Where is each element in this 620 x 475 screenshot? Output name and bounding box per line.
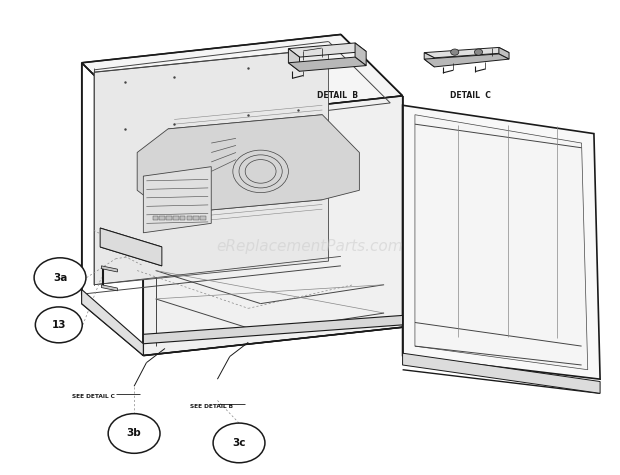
Text: 13: 13 bbox=[51, 320, 66, 330]
Polygon shape bbox=[102, 285, 117, 291]
Polygon shape bbox=[82, 35, 402, 124]
Polygon shape bbox=[288, 43, 366, 57]
Polygon shape bbox=[153, 216, 158, 219]
Polygon shape bbox=[143, 167, 211, 233]
Circle shape bbox=[474, 49, 482, 55]
Circle shape bbox=[108, 414, 160, 453]
Polygon shape bbox=[82, 289, 143, 356]
Polygon shape bbox=[187, 216, 192, 219]
Polygon shape bbox=[424, 48, 509, 58]
Polygon shape bbox=[200, 216, 206, 219]
Circle shape bbox=[213, 423, 265, 463]
Polygon shape bbox=[424, 54, 509, 67]
Circle shape bbox=[35, 307, 82, 343]
Text: DETAIL  B: DETAIL B bbox=[317, 91, 358, 100]
Polygon shape bbox=[424, 53, 435, 67]
Polygon shape bbox=[180, 216, 185, 219]
Polygon shape bbox=[137, 115, 360, 214]
Text: DETAIL  C: DETAIL C bbox=[450, 91, 491, 100]
Text: SEE DETAIL B: SEE DETAIL B bbox=[190, 404, 232, 408]
Polygon shape bbox=[193, 216, 199, 219]
Polygon shape bbox=[402, 105, 600, 379]
Polygon shape bbox=[94, 48, 329, 285]
Circle shape bbox=[34, 258, 86, 297]
Polygon shape bbox=[288, 57, 366, 71]
Polygon shape bbox=[100, 228, 162, 266]
Polygon shape bbox=[166, 216, 172, 219]
Polygon shape bbox=[102, 266, 117, 272]
Circle shape bbox=[451, 49, 459, 55]
Polygon shape bbox=[415, 115, 588, 370]
Text: 3b: 3b bbox=[126, 428, 141, 438]
Polygon shape bbox=[355, 43, 366, 66]
Polygon shape bbox=[82, 63, 143, 356]
Polygon shape bbox=[402, 353, 600, 393]
Text: 3c: 3c bbox=[232, 438, 246, 448]
Polygon shape bbox=[288, 48, 299, 71]
Text: eReplacementParts.com: eReplacementParts.com bbox=[216, 239, 404, 255]
Polygon shape bbox=[159, 216, 165, 219]
Text: SEE DETAIL C: SEE DETAIL C bbox=[73, 394, 115, 399]
Polygon shape bbox=[173, 216, 179, 219]
Polygon shape bbox=[499, 48, 509, 59]
Text: 3a: 3a bbox=[53, 273, 67, 283]
Polygon shape bbox=[143, 96, 402, 356]
Polygon shape bbox=[143, 315, 402, 344]
